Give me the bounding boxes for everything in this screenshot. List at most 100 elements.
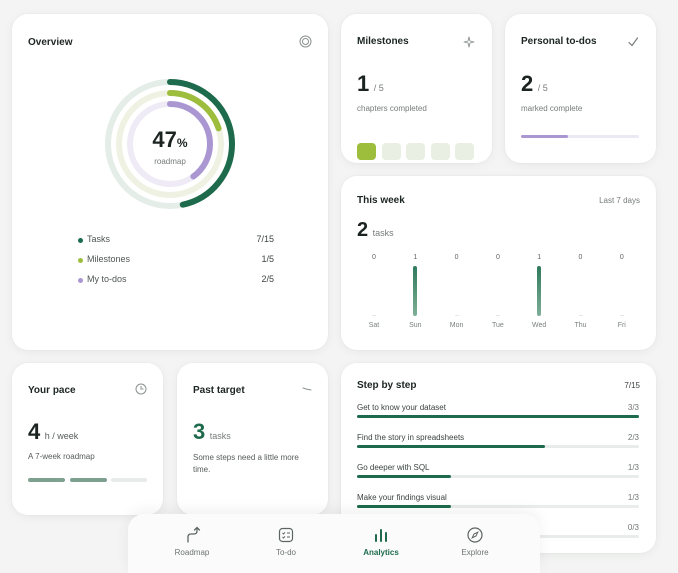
step-count: 1/3	[627, 493, 639, 502]
pace-caption: A 7-week roadmap	[28, 452, 95, 461]
nav-roadmap[interactable]: Roadmap	[157, 514, 227, 573]
step-row[interactable]: Find the story in spreadsheets 2/3	[357, 433, 639, 461]
pace-card: Your pace 4 h / week A 7-week roadmap	[12, 363, 163, 515]
week-bar	[578, 315, 583, 316]
past-title: Past target	[193, 385, 245, 396]
pace-week-segment	[111, 478, 147, 482]
todos-done: 2	[521, 71, 534, 96]
check-icon	[625, 34, 641, 50]
step-count: 1/3	[627, 463, 639, 472]
step-progress-fill	[357, 445, 546, 448]
milestones-title: Milestones	[357, 36, 409, 47]
compass-icon	[467, 527, 483, 543]
bar-chart-icon	[375, 529, 387, 542]
legend-value: 7/15	[256, 234, 274, 244]
milestones-done: 1	[357, 71, 370, 96]
pace-title: Your pace	[28, 385, 76, 396]
week-title: This week	[357, 195, 405, 206]
week-bar	[495, 315, 500, 316]
target-icon[interactable]	[297, 33, 313, 49]
milestones-total: / 5	[373, 83, 384, 93]
legend-dot	[78, 238, 83, 243]
step-count: 0/3	[627, 523, 639, 532]
step-name: Find the story in spreadsheets	[357, 433, 465, 442]
trend-icon	[299, 381, 315, 397]
week-bar-value: 0	[454, 254, 459, 261]
overview-card: Overview 47% roadmap Tasks 7/15 Mileston…	[12, 14, 328, 350]
week-bar-thu: 0 Thu	[568, 176, 594, 350]
overview-title: Overview	[28, 37, 73, 48]
pace-week-segment	[70, 478, 107, 482]
milestone-segment	[455, 143, 474, 160]
week-day-label: Sat	[368, 322, 380, 329]
step-count: 2/3	[627, 433, 639, 442]
pace-value: 4 h / week	[28, 419, 78, 445]
legend-milestones: Milestones 1/5	[78, 254, 274, 268]
week-bar	[537, 266, 542, 316]
nav-analytics[interactable]: Analytics	[346, 514, 416, 573]
step-name: Make your findings visual	[357, 493, 447, 502]
step-progress-track	[357, 475, 639, 478]
steps-title: Step by step	[357, 380, 417, 391]
week-count-value: 2	[357, 219, 369, 241]
clock-icon	[133, 381, 149, 397]
week-count-unit: tasks	[372, 228, 394, 238]
week-bar	[413, 266, 418, 316]
step-row[interactable]: Go deeper with SQL 1/3	[357, 463, 639, 491]
milestones-count: 1 / 5	[357, 71, 384, 97]
week-day-label: Wed	[532, 322, 547, 329]
week-day-label: Thu	[574, 322, 587, 329]
step-row[interactable]: Get to know your dataset 3/3	[357, 403, 639, 431]
percent-number: 47	[152, 127, 177, 152]
week-day-label: Fri	[617, 322, 626, 329]
legend-todos: My to-dos 2/5	[78, 274, 274, 288]
sparkle-icon	[461, 34, 477, 50]
legend-dot	[78, 278, 83, 283]
ring-tasks	[105, 79, 235, 209]
week-bar	[619, 315, 624, 316]
nav-label: To-do	[275, 548, 296, 557]
step-row[interactable]: Make your findings visual 1/3	[357, 493, 639, 521]
legend-label: Milestones	[87, 254, 131, 264]
week-bar-value: 1	[413, 254, 418, 261]
step-progress-track	[357, 415, 639, 418]
todos-title: Personal to-dos	[521, 36, 597, 47]
nav-label: Roadmap	[174, 548, 210, 557]
pace-number: 4	[28, 419, 41, 444]
milestone-segment	[431, 143, 450, 160]
todos-caption: marked complete	[521, 104, 583, 113]
past-caption: Some steps need a little more time.	[193, 453, 299, 474]
nav-label: Analytics	[363, 548, 399, 557]
past-number: 3	[193, 419, 206, 444]
week-bar-chart: 0 Sat 1 Sun 0 Mon 0 Tue 1 Wed 0 Thu 0 Fri	[341, 176, 656, 350]
todos-progress-track	[521, 135, 639, 138]
step-progress-track	[357, 445, 639, 448]
route-icon	[187, 526, 201, 543]
step-progress-fill	[357, 475, 451, 478]
week-day-label: Mon	[449, 322, 464, 329]
step-name: Get to know your dataset	[357, 403, 446, 412]
step-progress-fill	[357, 415, 639, 418]
week-range[interactable]: Last 7 days	[599, 196, 640, 205]
milestone-segment	[357, 143, 376, 160]
week-bar-value: 0	[619, 254, 624, 261]
pace-week-segment	[28, 478, 65, 482]
week-bar-value: 0	[495, 254, 500, 261]
percent-sign: %	[176, 136, 188, 150]
milestone-segment	[382, 143, 401, 160]
this-week-card: This week Last 7 days 2 tasks 0 Sat 1 Sun 0 M…	[341, 176, 656, 350]
nav-todo[interactable]: To-do	[251, 514, 321, 573]
past-target-card: Past target 3 tasks Some steps need a li…	[177, 363, 328, 515]
ring-todos	[127, 101, 213, 187]
todos-count: 2 / 5	[521, 71, 548, 97]
nav-explore[interactable]: Explore	[440, 514, 510, 573]
legend-label: My to-dos	[87, 274, 127, 284]
week-bar-mon: 0 Mon	[444, 176, 470, 350]
checklist-icon	[278, 527, 294, 543]
week-count: 2 tasks	[357, 219, 394, 242]
legend-value: 2/5	[261, 274, 274, 284]
todos-card: Personal to-dos 2 / 5 marked complete	[505, 14, 656, 163]
legend-label: Tasks	[87, 234, 111, 244]
legend-value: 1/5	[261, 254, 274, 264]
step-progress-fill	[357, 505, 451, 508]
